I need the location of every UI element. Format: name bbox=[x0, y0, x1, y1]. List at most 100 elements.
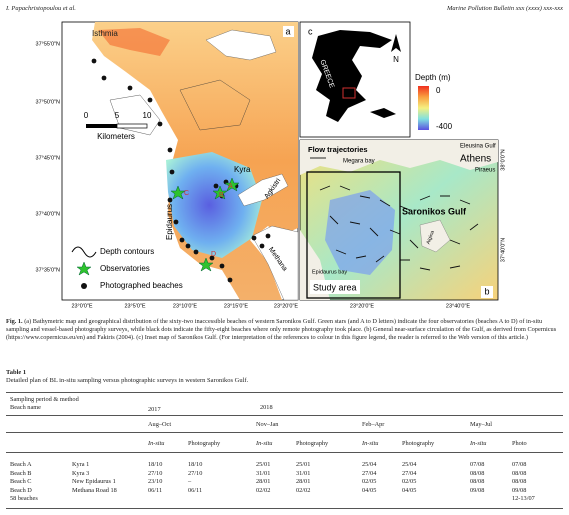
place-label: Aigina bbox=[425, 230, 435, 245]
table-cell: Beach C bbox=[10, 478, 32, 486]
table-cell: Beach A bbox=[10, 461, 32, 468]
flow-arrows bbox=[310, 157, 479, 271]
lat-tick: 37°35'0"N bbox=[36, 267, 60, 273]
island bbox=[205, 29, 277, 61]
table-cell: 06/11 bbox=[188, 486, 203, 494]
shallow bbox=[98, 28, 170, 56]
island bbox=[237, 173, 289, 207]
label-box bbox=[283, 26, 294, 37]
legend-label: Observatories bbox=[100, 264, 150, 273]
table-rule bbox=[6, 392, 563, 393]
scale-bar bbox=[86, 124, 117, 128]
period-header: Feb–Apr bbox=[362, 421, 385, 428]
lat-tick: 37°40'0"N bbox=[500, 238, 506, 262]
place-label: Piraeus bbox=[475, 168, 495, 174]
panel-label: c bbox=[308, 26, 313, 36]
north-label: N bbox=[393, 55, 399, 64]
method-header: In-situ bbox=[256, 440, 273, 447]
table-cell: 02/02 bbox=[296, 486, 311, 494]
table-cell: 18/10 bbox=[188, 461, 203, 468]
table-cell: 04/05 bbox=[362, 486, 377, 494]
table-header: Beach name bbox=[10, 404, 41, 411]
table-cell: 09/08 bbox=[512, 486, 527, 494]
panel-a: Isthmia a 37°55'0"N 37°50'0"N 37°45'0"N … bbox=[36, 21, 298, 309]
deep-basin bbox=[166, 152, 262, 258]
table-cell: 08/08 bbox=[512, 469, 527, 477]
table-cell: 09/08 bbox=[470, 486, 485, 494]
photographed-beaches bbox=[91, 58, 271, 283]
table-cell: 07/08 bbox=[470, 461, 485, 468]
table-cell: 31/01 bbox=[256, 469, 271, 477]
panel-label: b bbox=[484, 286, 489, 296]
place-label: Athens bbox=[460, 154, 491, 165]
panel-title: Flow trajectories bbox=[308, 145, 368, 154]
observatory-letter: D bbox=[211, 251, 216, 258]
scale-unit: Kilometers bbox=[97, 132, 135, 141]
contour bbox=[179, 79, 251, 131]
legend-contour bbox=[71, 246, 97, 258]
table-cell: 08/08 bbox=[470, 478, 485, 486]
table-cell: Kyra 3 bbox=[72, 469, 90, 477]
period-header: May–Jul bbox=[470, 421, 493, 428]
table-cell: 31/01 bbox=[296, 469, 311, 477]
table-cell: 02/02 bbox=[256, 486, 271, 494]
legend-title: Depth (m) bbox=[415, 73, 451, 82]
table-cell: 27/04 bbox=[402, 469, 417, 477]
table-cell: 25/01 bbox=[256, 461, 271, 468]
table-cell: 02/05 bbox=[362, 478, 377, 486]
lon-tick: 23°0'0"E bbox=[71, 303, 92, 309]
caption-label: Fig. 1. bbox=[6, 318, 23, 325]
method-header: Photography bbox=[188, 440, 221, 447]
method-header: Photography bbox=[296, 440, 329, 447]
table-cell: 23/10 bbox=[148, 478, 163, 486]
deep-basin bbox=[325, 190, 395, 275]
observatory-letter: B bbox=[219, 192, 224, 199]
table-cell: 25/04 bbox=[402, 461, 417, 468]
table-cell: 08/08 bbox=[470, 469, 485, 477]
lat-tick: 37°45'0"N bbox=[36, 155, 60, 161]
period-header: Aug–Oct bbox=[148, 421, 172, 428]
table-cell: 18/10 bbox=[148, 461, 163, 468]
legend-dot bbox=[81, 283, 87, 289]
table-cell: 27/04 bbox=[362, 469, 377, 477]
table-rule bbox=[6, 508, 563, 509]
area-label: Study area bbox=[313, 282, 357, 292]
table-label: Table 1 bbox=[6, 369, 27, 376]
ramp-label: -400 bbox=[436, 122, 453, 131]
table-cell: Kyra 1 bbox=[72, 461, 90, 468]
table-cell: 27/10 bbox=[148, 469, 163, 477]
running-authors: I. Papachristopoulou et al. bbox=[6, 5, 76, 12]
ramp-label: 0 bbox=[436, 86, 441, 95]
table-cell: Methana Road 18 bbox=[72, 486, 117, 494]
panel-c: c GREECE N bbox=[299, 21, 411, 138]
table-cell: 58 beaches bbox=[10, 495, 38, 503]
figure: Isthmia a 37°55'0"N 37°50'0"N 37°45'0"N … bbox=[36, 21, 506, 309]
lat-tick: 37°40'0"N bbox=[36, 211, 60, 217]
table-cell: New Epidaurus 1 bbox=[72, 478, 116, 486]
figure-caption: Fig. 1. (a) Bathymetric map and geograph… bbox=[6, 318, 563, 343]
table-cell: 02/05 bbox=[402, 478, 417, 486]
place-label: Eleusina Gulf bbox=[460, 144, 496, 150]
scale-bar bbox=[116, 123, 148, 129]
depth-legend: Depth (m) 0 -400 bbox=[415, 73, 453, 131]
label-box bbox=[481, 286, 493, 298]
table-rule bbox=[6, 452, 563, 453]
period-header: Nov–Jan bbox=[256, 421, 279, 428]
scale-tick: 10 bbox=[143, 111, 152, 120]
table-cell: Beach B bbox=[10, 469, 32, 477]
lon-tick: 23°20'0"E bbox=[274, 303, 298, 309]
table-cell: 12-13/07 bbox=[512, 495, 535, 503]
lon-tick: 23°15'0"E bbox=[224, 303, 248, 309]
caption-text: (a) Bathymetric map and geographical dis… bbox=[6, 318, 557, 342]
land bbox=[300, 140, 498, 175]
panel-b: Flow trajectories Megara bay Eleusina Gu… bbox=[299, 139, 506, 309]
place-label: Isthmia bbox=[92, 29, 118, 38]
legend-label: Depth contours bbox=[100, 247, 154, 256]
table-cell: 25/01 bbox=[296, 461, 311, 468]
observatory-letter: A bbox=[228, 183, 233, 190]
scale-tick: 5 bbox=[115, 111, 120, 120]
lon-tick: 23°5'0"E bbox=[124, 303, 145, 309]
table-cell: 28/01 bbox=[256, 478, 271, 486]
lon-tick: 23°10'0"E bbox=[173, 303, 197, 309]
method-header: In-situ bbox=[148, 440, 165, 447]
